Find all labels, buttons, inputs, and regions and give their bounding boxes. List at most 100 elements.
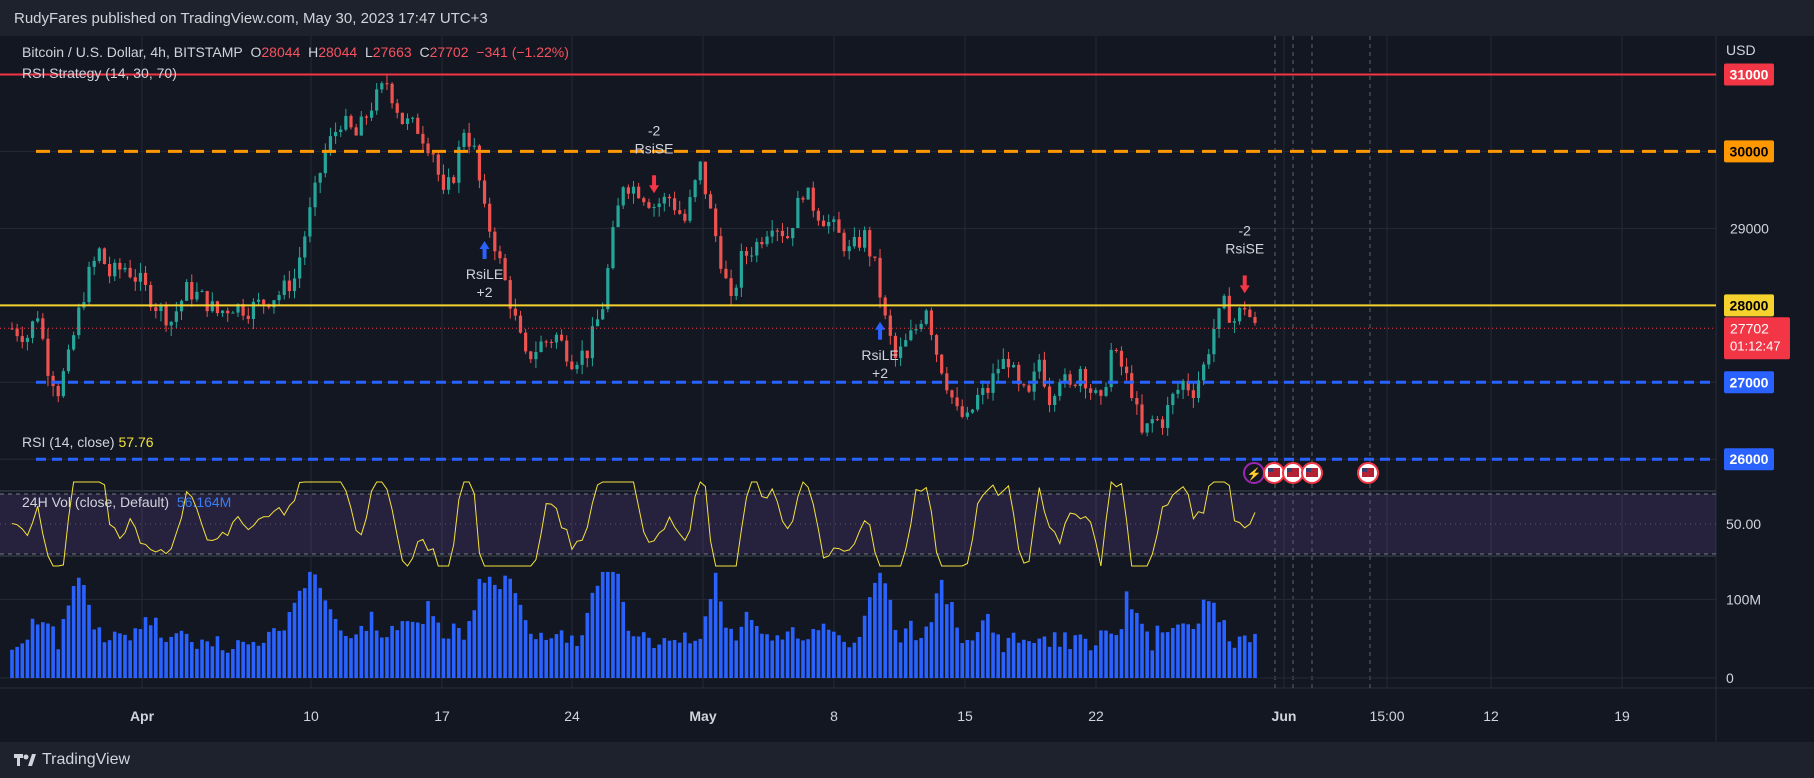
candle-body: [20, 336, 24, 342]
volume-bar: [405, 621, 410, 678]
candle-body: [200, 291, 204, 293]
volume-bar: [929, 622, 934, 678]
candle-body: [565, 340, 569, 362]
candle-body: [56, 386, 60, 397]
volume-bar: [441, 638, 446, 678]
volume-bar: [513, 593, 518, 678]
candle-body: [960, 406, 964, 417]
candle-body: [590, 326, 595, 359]
volume-bar: [1047, 646, 1052, 678]
candle-body: [313, 182, 317, 208]
key-level-label: 27000: [1730, 374, 1769, 390]
volume-bar: [544, 639, 548, 678]
candle-body: [426, 143, 430, 154]
volume-bar: [606, 571, 610, 678]
candle-body: [107, 263, 112, 277]
candle-body: [1053, 396, 1057, 405]
volume-bar: [528, 633, 533, 678]
volume-bar: [112, 631, 117, 678]
key-level-badge: [1724, 63, 1774, 86]
candle-body: [1212, 329, 1216, 355]
volume-bar: [200, 639, 204, 678]
volume-legend[interactable]: 24H Vol (close, Default) 56.164M: [22, 494, 231, 510]
volume-bar: [272, 628, 276, 678]
signal-label: +2: [872, 365, 888, 381]
volume-bar: [1114, 635, 1119, 678]
candle-body: [1042, 359, 1047, 387]
flag-canton: [1362, 468, 1367, 472]
volume-bar: [369, 611, 374, 678]
strategy-legend[interactable]: RSI Strategy (14, 30, 70): [22, 65, 177, 81]
volume-bar: [816, 630, 821, 678]
volume-bar: [549, 638, 554, 678]
volume-bar: [539, 632, 543, 678]
candle-body: [441, 174, 446, 190]
volume-bar: [554, 634, 559, 678]
volume-bar: [826, 629, 831, 678]
candle-body: [637, 186, 641, 199]
volume-bar: [344, 635, 348, 678]
candle-body: [1217, 308, 1221, 330]
candle-body: [1104, 387, 1108, 396]
candle-body: [25, 337, 30, 342]
volume-bar: [852, 642, 857, 678]
volume-bar: [970, 640, 975, 678]
volume-bar: [189, 642, 194, 678]
rsi-band: [0, 494, 1716, 554]
short-entry-arrow-icon: [649, 175, 660, 194]
signal-label: RsiSE: [1225, 240, 1264, 256]
candle-body: [1047, 386, 1052, 405]
signal-label: -2: [648, 122, 661, 138]
candle-body: [446, 177, 451, 190]
volume-bar: [138, 629, 143, 678]
volume-bar: [980, 620, 985, 678]
volume-bar: [15, 646, 19, 678]
volume-bar: [1160, 632, 1165, 678]
candle-body: [775, 230, 779, 232]
candle-body: [195, 291, 199, 300]
candle-body: [236, 304, 240, 313]
candle-body: [667, 196, 672, 199]
candle-body: [878, 257, 882, 298]
volume-bar: [770, 640, 774, 678]
x-tick-label: 8: [830, 708, 838, 724]
volume-bar: [1165, 632, 1170, 678]
tradingview-logo[interactable]: TradingView: [14, 751, 130, 769]
rsi-legend[interactable]: RSI (14, close) 57.76: [22, 434, 154, 450]
volume-bar: [1242, 635, 1247, 678]
volume-bar: [688, 643, 692, 678]
volume-bar: [1052, 632, 1057, 678]
volume-bar: [986, 613, 990, 678]
volume-bar: [1150, 650, 1155, 678]
candle-body: [703, 161, 708, 195]
candle-body: [66, 349, 71, 372]
candle-body: [647, 202, 651, 208]
candle-body: [30, 321, 35, 338]
volume-bar: [1129, 609, 1134, 678]
candle-body: [981, 388, 985, 395]
candle-body: [1130, 373, 1134, 399]
symbol-legend[interactable]: Bitcoin / U.S. Dollar, 4h, BITSTAMP O280…: [22, 44, 569, 60]
candle-body: [46, 338, 50, 376]
candle-body: [559, 334, 564, 341]
candle-body: [113, 262, 117, 277]
volume-bar: [338, 630, 343, 678]
candle-body: [205, 291, 209, 312]
volume-bar: [641, 632, 646, 678]
volume-bar: [821, 623, 826, 678]
candle-body: [488, 203, 492, 232]
candle-body: [729, 278, 733, 296]
volume-bar: [477, 578, 482, 678]
candle-body: [518, 315, 523, 333]
candle-body: [868, 230, 872, 257]
volume-bar: [457, 627, 461, 678]
volume-bar: [652, 647, 656, 678]
volume-bar: [559, 630, 564, 678]
candle-body: [1222, 295, 1226, 309]
candle-body: [1248, 309, 1252, 318]
chart-svg[interactable]: Apr 10 17 24 May 8 15 22 Jun 15:00 12 19 26000 27000 2…: [0, 36, 1814, 742]
candle-body: [467, 132, 471, 147]
candle-body: [601, 309, 605, 320]
candle-body: [524, 332, 528, 352]
chart-area[interactable]: Apr 10 17 24 May 8 15 22 Jun 15:00 12 19 26000 27000 2…: [0, 36, 1814, 742]
